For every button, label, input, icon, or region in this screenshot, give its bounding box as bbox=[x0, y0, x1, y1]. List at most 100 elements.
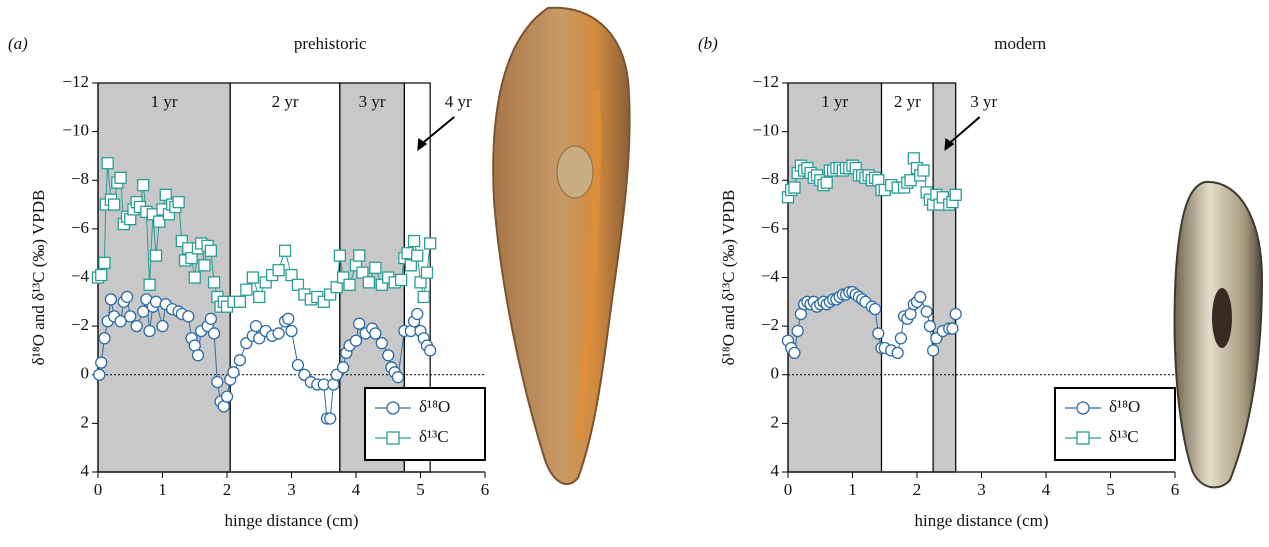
data-point bbox=[950, 308, 961, 319]
data-point bbox=[354, 318, 365, 329]
data-point bbox=[222, 391, 233, 402]
data-point bbox=[789, 347, 800, 358]
y-tick-label: −8 bbox=[71, 169, 89, 188]
data-point bbox=[325, 413, 336, 424]
data-point bbox=[247, 272, 258, 283]
y-tick-label: −2 bbox=[71, 315, 89, 334]
data-point bbox=[212, 377, 223, 388]
x-tick-label: 6 bbox=[481, 480, 490, 499]
data-point bbox=[144, 325, 155, 336]
data-point bbox=[273, 265, 284, 276]
data-point bbox=[870, 304, 881, 315]
data-point bbox=[383, 350, 394, 361]
data-point bbox=[950, 189, 961, 200]
data-point bbox=[189, 272, 200, 283]
data-point bbox=[102, 158, 113, 169]
x-tick-label: 4 bbox=[352, 480, 361, 499]
data-point bbox=[144, 279, 155, 290]
y-tick-label: 0 bbox=[771, 364, 780, 383]
y-tick-label: −4 bbox=[761, 266, 780, 285]
data-point bbox=[418, 291, 429, 302]
data-point bbox=[292, 360, 303, 371]
year-label: 2 yr bbox=[894, 92, 921, 111]
legend-marker bbox=[1077, 402, 1089, 414]
year-band bbox=[882, 83, 934, 472]
data-point bbox=[122, 291, 133, 302]
y-axis-label: δ¹⁸O and δ¹³C (‰) VPDB bbox=[719, 190, 738, 366]
x-tick-label: 1 bbox=[158, 480, 167, 499]
legend-label: δ¹⁸O bbox=[419, 397, 450, 416]
data-point bbox=[105, 294, 116, 305]
year-label: 2 yr bbox=[272, 92, 299, 111]
data-point bbox=[370, 328, 381, 339]
data-point bbox=[205, 313, 216, 324]
data-point bbox=[334, 250, 345, 261]
data-point bbox=[125, 311, 136, 322]
panel-label: (b) bbox=[698, 34, 718, 53]
year-label: 1 yr bbox=[821, 92, 848, 111]
legend-label: δ¹³C bbox=[419, 427, 449, 446]
data-point bbox=[792, 325, 803, 336]
x-tick-label: 4 bbox=[1042, 480, 1051, 499]
data-point bbox=[918, 165, 929, 176]
x-axis-label: hinge distance (cm) bbox=[224, 511, 358, 530]
x-tick-label: 3 bbox=[287, 480, 296, 499]
data-point bbox=[96, 357, 107, 368]
y-tick-label: −12 bbox=[62, 72, 89, 91]
y-tick-label: 4 bbox=[771, 461, 780, 480]
prehistoric-shell-photo bbox=[493, 8, 629, 484]
data-point bbox=[425, 238, 436, 249]
data-point bbox=[895, 333, 906, 344]
shell-scar bbox=[557, 146, 593, 198]
data-point bbox=[234, 355, 245, 366]
data-point bbox=[228, 367, 239, 378]
year-label: 4 yr bbox=[445, 92, 472, 111]
data-point bbox=[351, 335, 362, 346]
legend-label: δ¹³C bbox=[1109, 427, 1139, 446]
data-point bbox=[273, 328, 284, 339]
panel-title: modern bbox=[994, 34, 1046, 53]
data-point bbox=[392, 372, 403, 383]
legend-marker bbox=[1077, 432, 1089, 444]
y-tick-label: −6 bbox=[761, 218, 779, 237]
y-tick-label: −6 bbox=[71, 218, 89, 237]
data-point bbox=[354, 250, 365, 261]
x-tick-label: 0 bbox=[784, 480, 793, 499]
y-tick-label: 2 bbox=[81, 412, 90, 431]
x-tick-label: 3 bbox=[977, 480, 986, 499]
legend-marker bbox=[387, 402, 399, 414]
data-point bbox=[924, 321, 935, 332]
x-tick-label: 1 bbox=[848, 480, 857, 499]
legend-marker bbox=[387, 432, 399, 444]
data-point bbox=[363, 277, 374, 288]
data-point bbox=[205, 245, 216, 256]
data-point bbox=[157, 321, 168, 332]
data-point bbox=[131, 321, 142, 332]
y-axis-label: δ¹⁸O and δ¹³C (‰) VPDB bbox=[29, 190, 48, 366]
data-point bbox=[396, 274, 407, 285]
x-tick-label: 5 bbox=[416, 480, 425, 499]
data-point bbox=[209, 328, 220, 339]
panel-title: prehistoric bbox=[294, 34, 367, 53]
year-band bbox=[788, 83, 882, 472]
data-point bbox=[338, 362, 349, 373]
y-tick-label: 2 bbox=[771, 412, 780, 431]
data-point bbox=[138, 180, 149, 191]
data-point bbox=[425, 345, 436, 356]
data-point bbox=[921, 306, 932, 317]
data-point bbox=[947, 323, 958, 334]
y-tick-label: 4 bbox=[81, 461, 90, 480]
x-tick-label: 2 bbox=[913, 480, 922, 499]
data-point bbox=[192, 350, 203, 361]
x-tick-label: 2 bbox=[223, 480, 232, 499]
data-point bbox=[94, 369, 105, 380]
data-point bbox=[96, 270, 107, 281]
data-point bbox=[99, 333, 110, 344]
data-point bbox=[915, 291, 926, 302]
data-point bbox=[928, 345, 939, 356]
data-point bbox=[209, 277, 220, 288]
y-tick-label: −12 bbox=[752, 72, 779, 91]
shell-muscle-scar bbox=[1212, 288, 1232, 348]
y-tick-label: −10 bbox=[752, 121, 779, 140]
data-point bbox=[183, 311, 194, 322]
